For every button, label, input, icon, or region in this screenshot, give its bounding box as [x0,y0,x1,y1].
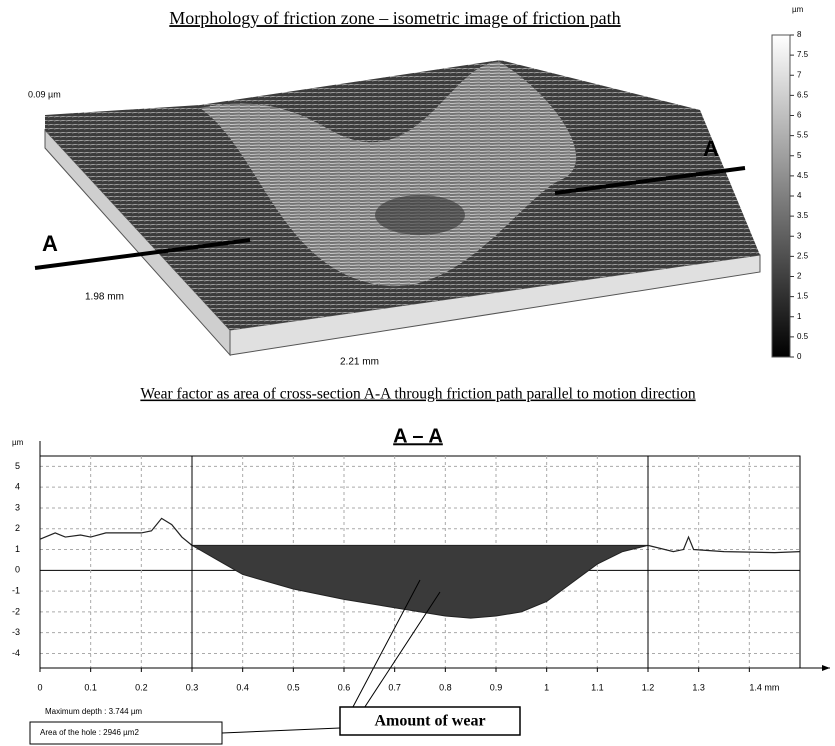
y-tick-label: -1 [12,585,20,595]
x-tick-label: 1.4 mm [749,682,779,692]
colorbar-tick-label: 4 [797,191,802,200]
colorbar-tick-label: 0.5 [797,332,809,341]
z-label: 0.09 µm [28,89,61,99]
colorbar-tick-label: 5.5 [797,131,809,140]
y-tick-label: 2 [15,523,20,533]
colorbar-tick-label: 4.5 [797,171,809,180]
y-tick-label: -4 [12,648,20,658]
figure: Morphology of friction zone – isometric … [0,0,835,746]
y-tick-label: 4 [15,482,20,492]
x-tick-label: 0.7 [388,682,401,692]
colorbar-tick-label: 7 [797,70,802,79]
colorbar-tick-label: 7.5 [797,50,809,59]
colorbar-unit: µm [792,5,804,14]
y-tick-label: 0 [15,565,20,575]
colorbar-tick-label: 1.5 [797,292,809,301]
colorbar-tick-label: 8 [797,30,802,39]
colorbar [772,35,790,357]
chart-title: A – A [393,425,443,447]
colorbar-tick-label: 6.5 [797,90,809,99]
colorbar-tick-label: 5 [797,151,802,160]
width-label: 2.21 mm [340,357,379,368]
y-tick-label: -2 [12,606,20,616]
x-tick-label: 1.1 [591,682,604,692]
section-label: A [42,231,58,256]
callout: Amount of wear [374,713,485,730]
callout-line [222,728,340,733]
x-tick-label: 1.3 [692,682,705,692]
colorbar-tick-label: 0 [797,352,802,361]
x-tick-label: 0.5 [287,682,300,692]
x-axis-arrow [822,665,830,671]
x-tick-label: 0.2 [135,682,148,692]
x-tick-label: 0.4 [236,682,249,692]
y-tick-label: 1 [15,544,20,554]
colorbar-tick-label: 1 [797,312,802,321]
x-tick-label: 1 [544,682,549,692]
colorbar-tick-label: 3 [797,231,802,240]
x-tick-label: 0.9 [490,682,503,692]
colorbar-tick-label: 2 [797,272,802,281]
x-tick-label: 1.2 [642,682,655,692]
y-tick-label: -3 [12,627,20,637]
y-tick-label: 5 [15,461,20,471]
bottom-title: Wear factor as area of cross-section A-A… [140,386,696,403]
surface-image [45,60,760,355]
section-label: A [703,136,719,161]
top-title: Morphology of friction zone – isometric … [169,8,620,28]
x-tick-label: 0.6 [338,682,351,692]
colorbar-tick-label: 3.5 [797,211,809,220]
colorbar-tick-label: 2.5 [797,251,809,260]
y-tick-label: 3 [15,502,20,512]
x-tick-label: 0.8 [439,682,452,692]
y-axis-label: µm [12,438,24,447]
x-tick-label: 0.3 [186,682,199,692]
depth-label: 1.98 mm [85,292,124,303]
x-tick-label: 0 [37,682,42,692]
x-tick-label: 0.1 [84,682,97,692]
colorbar-tick-label: 6 [797,111,802,120]
hole-area: Area of the hole : 2946 µm2 [40,728,139,737]
max-depth: Maximum depth : 3.744 µm [45,707,142,716]
